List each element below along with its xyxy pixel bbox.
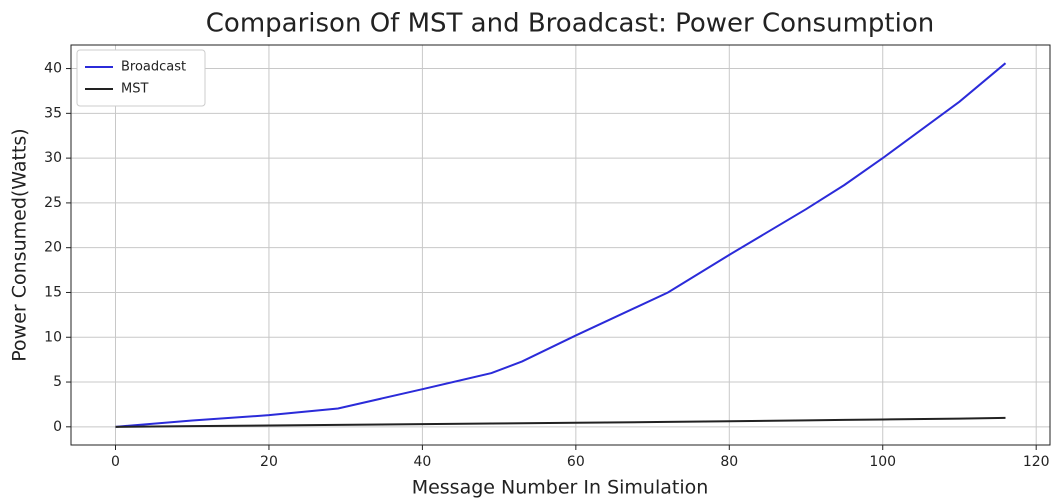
y-tick-label: 30 xyxy=(44,150,62,166)
y-axis-label: Power Consumed(Watts) xyxy=(9,128,31,361)
x-tick-label: 80 xyxy=(720,454,738,470)
legend-label: Broadcast xyxy=(121,60,186,75)
x-tick-label: 60 xyxy=(567,454,585,470)
legend-label: MST xyxy=(121,82,148,97)
x-tick-label: 20 xyxy=(260,454,278,470)
y-tick-label: 5 xyxy=(53,374,62,390)
x-tick-label: 100 xyxy=(869,454,896,470)
y-tick-label: 20 xyxy=(44,240,62,256)
y-tick-label: 15 xyxy=(44,284,62,300)
y-tick-label: 10 xyxy=(44,329,62,345)
x-tick-label: 0 xyxy=(111,454,120,470)
chart-title: Comparison Of MST and Broadcast: Power C… xyxy=(206,9,934,39)
line xyxy=(115,416,1006,428)
x-tick-label: 40 xyxy=(413,454,431,470)
x-tick-label: 120 xyxy=(1023,454,1050,470)
y-tick-label: 0 xyxy=(53,419,62,435)
line xyxy=(115,62,1007,428)
y-tick-label: 40 xyxy=(44,61,62,77)
y-tick-label: 35 xyxy=(44,105,62,121)
y-tick-label: 25 xyxy=(44,195,62,211)
legend-box xyxy=(76,49,206,107)
x-axis-label: Message Number In Simulation xyxy=(412,477,709,499)
plot-frame xyxy=(70,44,1051,446)
